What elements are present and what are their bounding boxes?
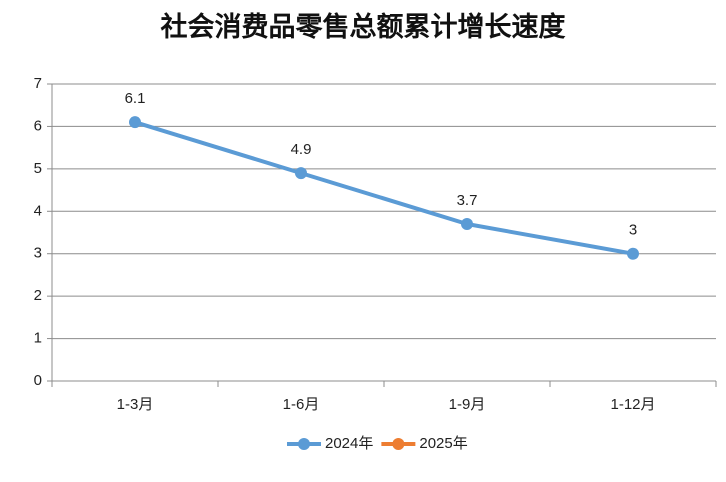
chart-title: 社会消费品零售总额累计增长速度 — [161, 11, 566, 42]
legend-label: 2025年 — [419, 435, 467, 452]
data-label: 4.9 — [291, 141, 312, 158]
x-tick-label: 1-9月 — [449, 396, 486, 413]
legend-marker — [298, 438, 310, 450]
y-tick-label: 5 — [34, 160, 42, 177]
y-tick-label: 2 — [34, 287, 42, 304]
y-tick-label: 4 — [34, 202, 42, 219]
y-tick-label: 7 — [34, 75, 42, 92]
y-tick-label: 1 — [34, 330, 42, 347]
y-tick-label: 6 — [34, 117, 42, 134]
y-tick-label: 0 — [34, 372, 42, 389]
data-label: 3.7 — [457, 192, 478, 209]
data-point — [627, 247, 639, 260]
data-label: 3 — [629, 222, 637, 239]
data-point — [295, 167, 307, 180]
legend-marker — [392, 438, 405, 450]
x-tick-label: 1-3月 — [117, 396, 154, 413]
series-line — [134, 120, 634, 256]
legend-label: 2024年 — [325, 435, 373, 452]
data-label: 6.1 — [125, 90, 146, 107]
x-tick-label: 1-12月 — [610, 396, 655, 413]
y-tick-label: 3 — [34, 245, 42, 262]
data-point — [461, 218, 473, 231]
x-tick-label: 1-6月 — [283, 396, 320, 413]
data-point — [129, 116, 141, 129]
